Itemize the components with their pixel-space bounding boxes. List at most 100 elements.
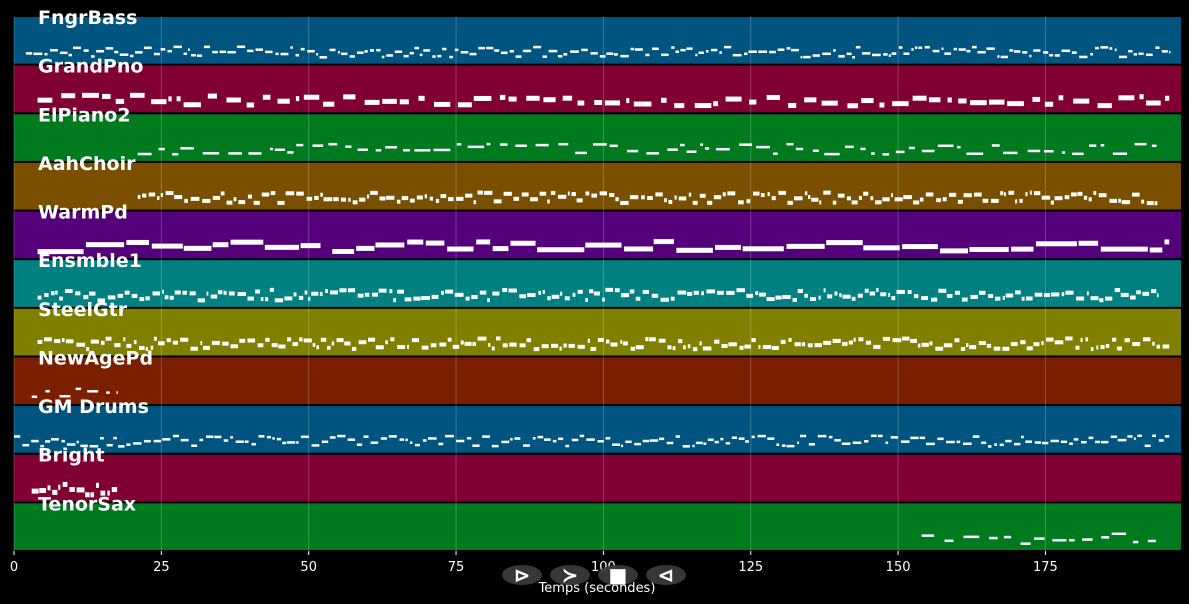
note	[424, 194, 428, 199]
note	[804, 191, 808, 196]
note	[958, 98, 967, 104]
note	[715, 147, 730, 151]
note	[246, 102, 255, 108]
note	[801, 342, 806, 347]
note	[1141, 199, 1145, 204]
note	[1134, 142, 1147, 146]
track-gm-drums: GM Drums	[14, 396, 1181, 453]
note	[702, 346, 712, 351]
note	[1109, 198, 1118, 203]
note	[61, 93, 76, 99]
note	[720, 437, 724, 441]
note	[247, 49, 254, 53]
note	[704, 147, 710, 150]
note	[1133, 437, 1136, 440]
note	[303, 338, 312, 343]
note	[1043, 51, 1049, 54]
note	[1152, 341, 1155, 346]
forward-button[interactable]: ≻	[550, 563, 590, 587]
note	[438, 442, 444, 446]
note	[542, 289, 545, 294]
note	[1151, 144, 1157, 148]
back-button-background[interactable]	[646, 565, 686, 585]
note	[293, 292, 297, 297]
note	[381, 55, 385, 59]
note	[114, 50, 119, 54]
note	[963, 193, 972, 198]
forward-button-background[interactable]	[550, 565, 590, 585]
stop-button-background[interactable]	[598, 565, 638, 585]
note	[755, 291, 759, 296]
note	[902, 244, 938, 250]
note	[356, 245, 375, 251]
note	[266, 435, 272, 439]
note	[226, 200, 233, 205]
note	[325, 289, 328, 294]
note	[869, 291, 876, 296]
x-tick-label: 75	[448, 560, 465, 575]
note	[535, 143, 549, 147]
track-notes	[31, 481, 118, 498]
note	[119, 53, 129, 56]
note	[688, 192, 692, 197]
note	[687, 344, 691, 349]
note	[258, 435, 265, 438]
note	[653, 239, 674, 245]
note	[605, 287, 614, 292]
note	[308, 296, 311, 301]
track-ensmble1: Ensmble1	[14, 250, 1181, 307]
note	[526, 338, 532, 343]
note	[413, 296, 421, 301]
note	[421, 295, 430, 300]
note	[44, 52, 48, 56]
note	[331, 341, 335, 346]
note	[621, 293, 630, 298]
note	[429, 196, 434, 201]
note	[471, 295, 478, 300]
note	[585, 242, 622, 248]
note	[548, 49, 558, 53]
note	[1002, 295, 1005, 300]
note	[732, 53, 742, 57]
note	[73, 46, 81, 50]
note	[465, 193, 473, 198]
note	[1065, 290, 1074, 295]
note	[265, 50, 273, 54]
note	[597, 338, 604, 343]
note	[1120, 292, 1129, 297]
back-button[interactable]: ⊲	[646, 563, 686, 587]
note	[969, 246, 1009, 252]
note	[37, 249, 84, 255]
note	[55, 290, 58, 295]
note	[873, 344, 881, 349]
note	[499, 143, 508, 146]
note	[172, 434, 180, 438]
note	[296, 441, 299, 444]
track-lane-background	[14, 406, 1181, 453]
note	[1021, 435, 1024, 439]
note	[519, 294, 527, 299]
note	[385, 146, 397, 149]
note	[1128, 49, 1133, 53]
note	[526, 95, 540, 101]
note	[100, 340, 105, 345]
note	[727, 191, 736, 196]
track-elpiano2: ElPiano2	[14, 104, 1181, 161]
note	[456, 196, 464, 201]
play-button-background[interactable]	[502, 565, 542, 585]
note	[858, 337, 864, 342]
stop-button[interactable]: ■	[598, 563, 638, 587]
note	[132, 442, 142, 445]
note	[207, 93, 217, 99]
note	[508, 288, 517, 293]
note	[944, 539, 954, 543]
note	[826, 294, 833, 299]
note	[1145, 53, 1153, 57]
note	[1033, 342, 1040, 347]
play-button[interactable]: ⊳	[502, 563, 542, 587]
note	[991, 198, 999, 203]
note	[744, 344, 751, 349]
note	[356, 51, 364, 54]
note	[699, 341, 702, 346]
note	[725, 96, 742, 102]
